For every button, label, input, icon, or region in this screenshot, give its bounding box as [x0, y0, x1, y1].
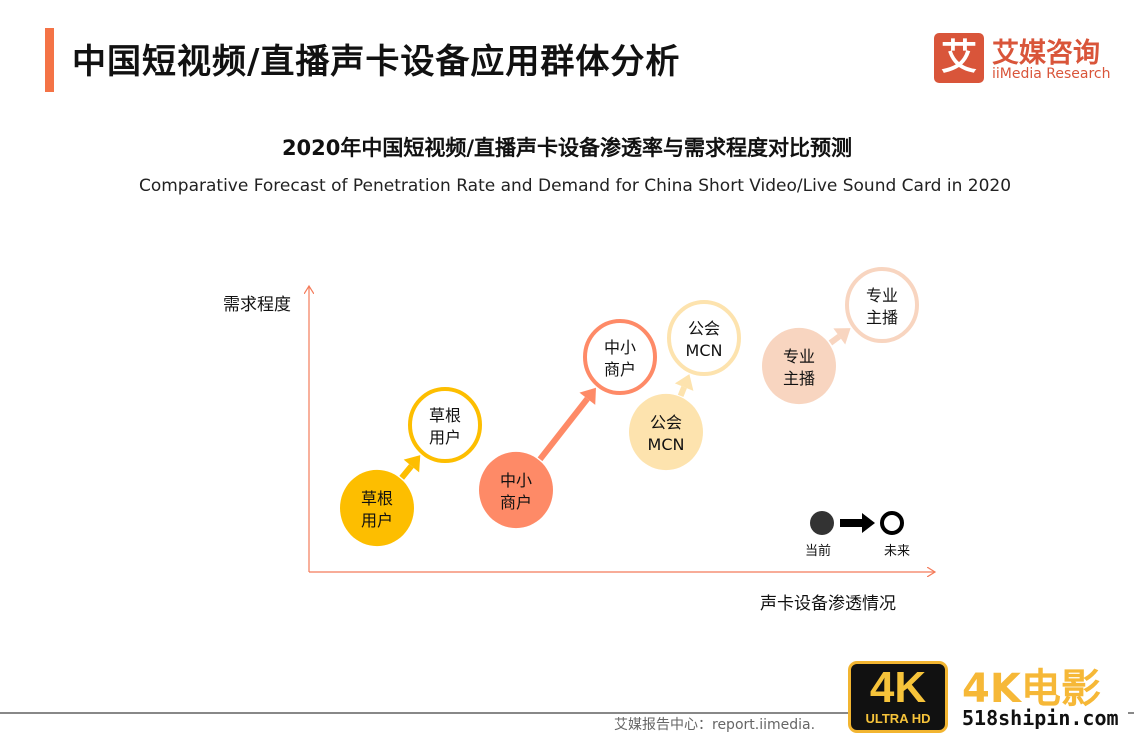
current-bubble-label: 中小: [500, 471, 532, 490]
footer-source: 艾媒报告中心：report.iimedia.: [614, 717, 816, 733]
current-bubble: [762, 327, 836, 405]
logo-name-cn: 艾媒咨询: [992, 38, 1100, 69]
current-bubble-label: MCN: [648, 435, 685, 454]
growth-arrow-shaft: [828, 333, 842, 346]
current-bubble-label: 专业: [783, 347, 815, 366]
figure-subtitle: Comparative Forecast of Penetration Rate…: [138, 176, 1012, 196]
legend-current-label: 当前: [805, 543, 831, 559]
growth-arrow-head: [403, 455, 421, 473]
future-bubble-label: 中小: [604, 338, 636, 357]
page-title: 中国短视频/直播声卡设备应用群体分析: [72, 42, 681, 82]
future-bubble-label: 用户: [429, 428, 461, 447]
growth-arrow-head: [674, 374, 694, 391]
future-bubble: [845, 266, 919, 344]
current-bubble: [340, 469, 414, 547]
logo-mark: 艾: [934, 33, 984, 83]
future-bubble-label: 商户: [604, 360, 636, 379]
legend-current-dot: [810, 511, 834, 535]
x-axis-label: 声卡设备渗透情况: [760, 594, 896, 614]
current-bubble: [629, 393, 703, 471]
future-bubble: [408, 386, 482, 464]
title-accent-bar: [45, 28, 54, 92]
logo-name-en: iiMedia Research: [992, 66, 1111, 82]
legend-future-label: 未来: [884, 544, 910, 559]
current-bubble: [479, 451, 553, 529]
watermark-url: 518shipin.com: [962, 706, 1119, 730]
figure-title: 2020年中国短视频/直播声卡设备渗透率与需求程度对比预测: [281, 136, 853, 160]
growth-arrow-shaft: [399, 464, 414, 480]
future-bubble-label: 草根: [429, 406, 461, 425]
future-bubble-label: 公会: [688, 319, 720, 338]
current-bubble-label: 商户: [500, 493, 532, 512]
watermark-badge-bottom: ULTRA HD: [865, 711, 931, 726]
future-bubble-label: 专业: [866, 286, 898, 305]
iimedia-logo: 艾 艾媒咨询 iiMedia Research: [934, 33, 1111, 85]
future-bubble: [667, 299, 741, 377]
future-bubble-label: MCN: [686, 341, 723, 360]
y-axis-label: 需求程度: [223, 295, 291, 315]
growth-arrow-shaft: [677, 386, 687, 397]
future-bubble: [583, 318, 657, 396]
watermark-4k-badge: 4K ULTRA HD: [848, 661, 948, 733]
legend-future-ring: [880, 511, 904, 535]
watermark-text: 4K电影: [962, 666, 1101, 712]
current-bubble-label: 公会: [650, 413, 682, 432]
current-bubble-label: 用户: [361, 511, 393, 530]
future-bubble-label: 主播: [866, 308, 898, 327]
growth-arrow-shaft: [537, 396, 590, 462]
current-bubble-label: 主播: [783, 369, 815, 388]
legend-arrow-icon: [840, 513, 875, 533]
current-bubble-label: 草根: [361, 489, 393, 508]
growth-arrow-head: [833, 328, 851, 345]
growth-arrow-head: [579, 387, 596, 405]
watermark-badge-top: 4K: [869, 663, 927, 712]
footer-divider-end: [1128, 712, 1134, 714]
footer-divider: [0, 712, 850, 714]
